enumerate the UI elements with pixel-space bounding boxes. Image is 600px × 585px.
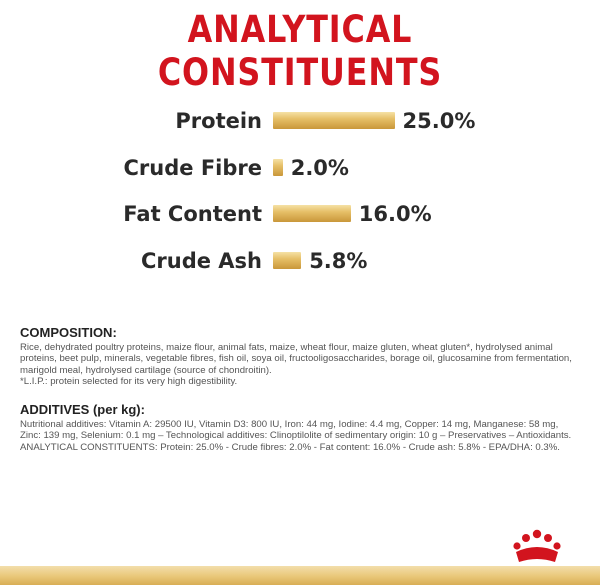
chart-row: Crude Ash 5.8% bbox=[0, 246, 600, 276]
chart-category-label: Protein bbox=[175, 109, 262, 133]
bottom-band bbox=[0, 566, 600, 585]
chart-category-label: Crude Ash bbox=[140, 249, 262, 273]
chart-value-label: 16.0% bbox=[358, 202, 432, 226]
chart-row: Protein 25.0% bbox=[0, 106, 600, 136]
chart-bar bbox=[273, 159, 283, 176]
composition-footnote: *L.I.P.: protein selected for its very h… bbox=[20, 376, 238, 388]
chart-category-label: Crude Fibre bbox=[123, 156, 262, 180]
chart-row: Crude Fibre 2.0% bbox=[0, 153, 600, 183]
chart-value-label: 5.8% bbox=[309, 249, 368, 273]
chart-bar bbox=[273, 112, 395, 129]
chart-row: Fat Content 16.0% bbox=[0, 199, 600, 229]
composition-heading: COMPOSITION: bbox=[20, 325, 117, 340]
composition-text: Rice, dehydrated poultry proteins, maize… bbox=[20, 342, 580, 388]
additives-heading: ADDITIVES (per kg): bbox=[20, 402, 145, 417]
chart-value-label: 2.0% bbox=[290, 156, 349, 180]
page-title: ANALYTICAL CONSTITUENTS bbox=[157, 8, 443, 94]
crown-icon bbox=[513, 529, 561, 562]
composition-body: Rice, dehydrated poultry proteins, maize… bbox=[20, 342, 572, 376]
chart-bar bbox=[273, 252, 302, 269]
chart-category-label: Fat Content bbox=[123, 202, 262, 226]
additives-text: Nutritional additives: Vitamin A: 29500 … bbox=[20, 419, 572, 453]
chart-bar bbox=[273, 205, 351, 222]
chart-value-label: 25.0% bbox=[402, 109, 476, 133]
